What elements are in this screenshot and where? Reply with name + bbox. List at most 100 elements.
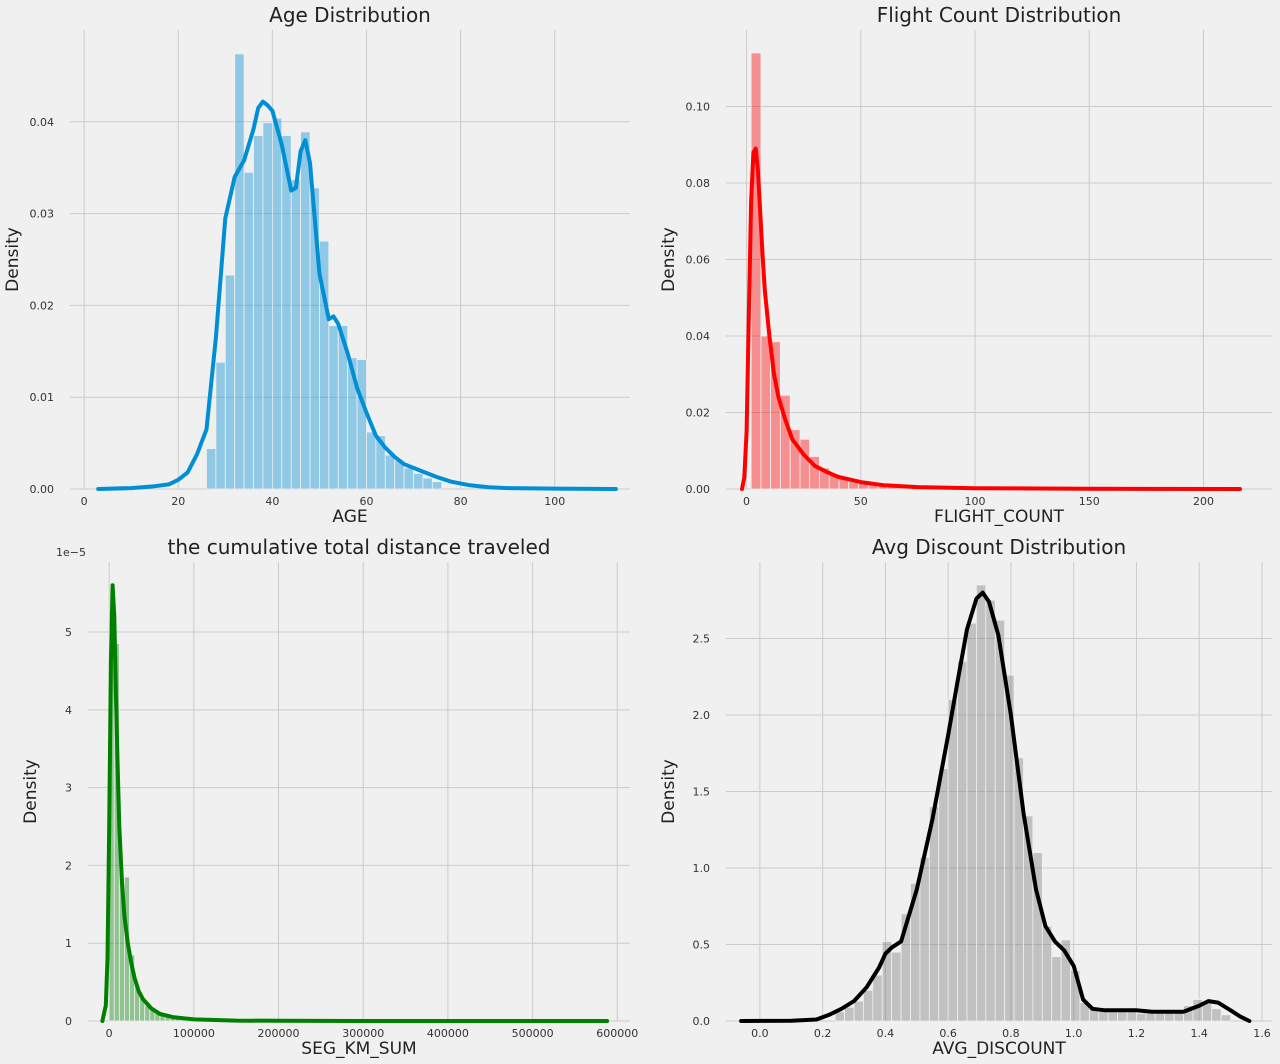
- histogram-bar: [224, 274, 236, 490]
- x-tick-label: 150: [1079, 495, 1100, 508]
- histogram-bar: [947, 699, 958, 1022]
- histogram-bar: [985, 599, 996, 1022]
- histogram-bar: [1051, 956, 1062, 1022]
- histogram-bar: [366, 431, 377, 490]
- x-tick-label: 40: [265, 495, 279, 508]
- x-tick-label: 100000: [173, 1027, 215, 1040]
- y-tick-label: 0.04: [686, 330, 711, 343]
- y-tick-label: 0.02: [686, 407, 711, 420]
- x-tick-label: 0.0: [751, 1027, 769, 1040]
- x-tick-label: 0: [106, 1027, 113, 1040]
- histogram-bar: [928, 806, 940, 1022]
- kde-line: [96, 99, 618, 491]
- y-tick-label: 0.02: [30, 299, 55, 312]
- x-tick-label: 400000: [427, 1027, 469, 1040]
- x-tick-label: 500000: [512, 1027, 554, 1040]
- x-tick-label: 0.2: [814, 1027, 832, 1040]
- x-tick-label: 60: [359, 495, 373, 508]
- y-tick-label: 0.0: [693, 1015, 711, 1028]
- x-tick-label: 600000: [596, 1027, 638, 1040]
- histogram-bar: [262, 122, 273, 490]
- histogram-bar: [243, 171, 254, 490]
- histogram-bar: [1126, 1011, 1137, 1022]
- kde-line: [100, 583, 610, 1023]
- y-tick-label: 0.5: [693, 939, 711, 952]
- age-distribution-chart: 0 20 40 60 80 100 0.00 0.01 0.02 0.03 0.04 Age Dist…: [3, 3, 630, 527]
- avg-discount-chart-title: Avg Discount Distribution: [872, 535, 1126, 559]
- x-tick-label: 1.6: [1253, 1027, 1271, 1040]
- histogram-bar: [300, 131, 311, 490]
- histogram-bar: [976, 584, 987, 1022]
- kde-line: [739, 590, 1252, 1023]
- histogram-bar: [919, 856, 930, 1022]
- histogram-bar: [1107, 1011, 1119, 1022]
- histogram-bar: [938, 768, 949, 1022]
- x-tick-label: 300000: [342, 1027, 384, 1040]
- flight-count-chart-title: Flight Count Distribution: [877, 3, 1122, 27]
- histogram-bar: [966, 622, 977, 1022]
- plot-area: [70, 30, 630, 489]
- x-tick-label: 50: [854, 495, 868, 508]
- histogram-bar: [1154, 1012, 1166, 1022]
- seg-km-sum-chart-title: the cumulative total distance traveled: [168, 535, 551, 559]
- x-axis-label: AVG_DISCOUNT: [932, 1039, 1066, 1059]
- histogram-bar: [206, 448, 217, 490]
- y-axis-label: Density: [3, 227, 23, 292]
- y-tick-label: 0.00: [686, 483, 711, 496]
- y-tick-label: 2.5: [693, 633, 711, 646]
- histogram-bar: [799, 438, 811, 490]
- x-tick-label: 0.8: [1002, 1027, 1020, 1040]
- y-axis-label: Density: [659, 227, 679, 292]
- y-tick-label: 0.04: [30, 116, 55, 129]
- histogram-bar: [1211, 1008, 1222, 1022]
- x-axis-label: AGE: [332, 507, 367, 527]
- x-tick-label: 20: [171, 495, 185, 508]
- histogram-bar: [760, 335, 771, 490]
- x-tick-label: 1.4: [1190, 1027, 1208, 1040]
- x-axis-label: SEG_KM_SUM: [301, 1039, 416, 1059]
- axis-offset-label: 1e−5: [56, 546, 86, 559]
- x-axis-label: FLIGHT_COUNT: [934, 507, 1065, 527]
- y-tick-label: 0.01: [30, 391, 55, 404]
- histogram-bar: [1136, 1012, 1147, 1022]
- y-tick-label: 4: [65, 704, 72, 717]
- y-axis-label: Density: [21, 759, 41, 824]
- histogram-bar: [994, 619, 1006, 1022]
- segment-km-sum-distribution-chart: 0 100000 200000 300000 400000 500000 600000 0 1 2…: [21, 535, 638, 1059]
- y-tick-label: 5: [65, 626, 72, 639]
- histogram-bar: [1117, 1011, 1128, 1022]
- x-tick-label: 0.4: [877, 1027, 895, 1040]
- histogram-bar: [891, 951, 902, 1022]
- avg-discount-distribution-chart: 0.0 0.2 0.4 0.6 0.8 1.0 1.2 1.4 1.6 0.0 0.5 1.0 1.5 2…: [659, 535, 1272, 1059]
- kde-line: [740, 146, 1242, 491]
- histogram-bar: [403, 467, 414, 490]
- histogram-bar: [290, 179, 301, 490]
- histogram-bar: [1041, 925, 1053, 1022]
- age-chart-title: Age Distribution: [269, 3, 431, 27]
- histogram-bar: [384, 454, 396, 490]
- y-tick-label: 2: [65, 859, 72, 872]
- histogram-bar: [863, 990, 874, 1022]
- histogram-bar: [1220, 1014, 1231, 1022]
- y-tick-label: 1: [65, 937, 72, 950]
- x-tick-label: 0.6: [939, 1027, 957, 1040]
- histogram-bar: [328, 325, 339, 490]
- histogram-bar: [215, 361, 226, 490]
- y-tick-label: 2.0: [693, 709, 711, 722]
- histogram-bar: [431, 481, 443, 490]
- flight-count-distribution-chart: 0 50 100 150 200 0.00 0.02 0.04 0.06 0.08 0.10 Flig…: [659, 3, 1272, 527]
- y-tick-label: 1.0: [693, 862, 711, 875]
- y-tick-label: 3: [65, 782, 72, 795]
- histogram-bar: [271, 117, 283, 490]
- x-tick-label: 0: [81, 495, 88, 508]
- y-tick-label: 0.03: [30, 208, 55, 221]
- histogram-bar: [422, 477, 433, 490]
- x-tick-label: 100: [544, 495, 565, 508]
- histogram-bar: [750, 52, 762, 490]
- histogram-bar: [853, 1000, 864, 1022]
- y-tick-label: 0.00: [30, 483, 55, 496]
- plot-area: [88, 562, 630, 1021]
- histogram-bar: [957, 661, 968, 1022]
- y-tick-label: 0.06: [686, 254, 711, 267]
